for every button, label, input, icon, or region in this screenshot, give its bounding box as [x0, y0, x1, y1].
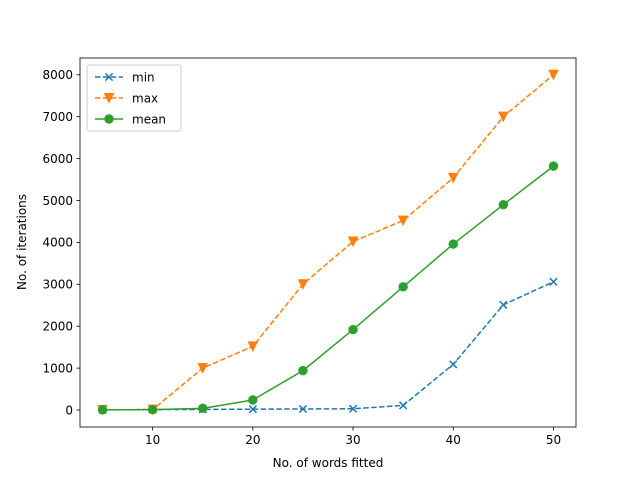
- x-tick-label: 20: [245, 433, 260, 447]
- y-tick-label: 6000: [42, 152, 73, 166]
- data-point-max: [347, 236, 359, 248]
- data-point-max: [297, 279, 309, 290]
- series-mean: [97, 161, 559, 415]
- data-point-max: [447, 172, 459, 184]
- data-point-min: [499, 300, 508, 309]
- x-axis-label: No. of words fitted: [273, 456, 384, 470]
- axes: 10 20 30 40 50 0 1000 2000 3000 4000 5000 6000 7000 8…: [42, 57, 577, 447]
- data-point-mean: [448, 239, 458, 249]
- y-tick-label: 3000: [42, 278, 73, 292]
- y-tick-label: 7000: [42, 110, 73, 124]
- legend-marker: [104, 72, 114, 82]
- x-tick-label: 50: [546, 433, 561, 447]
- legend-entry-mean: mean: [95, 112, 166, 126]
- data-point-mean: [398, 282, 408, 292]
- legend-label: mean: [132, 112, 166, 126]
- legend-box: [86, 64, 182, 132]
- data-point-max: [197, 363, 209, 374]
- x-tick-label: 10: [145, 433, 160, 447]
- legend-marker: [103, 93, 115, 104]
- x-tick-label: 40: [446, 433, 461, 447]
- data-point-mean: [97, 405, 108, 415]
- y-tick-label: 4000: [42, 236, 73, 250]
- data-point-mean: [298, 365, 308, 376]
- data-point-max: [548, 69, 559, 81]
- data-point-min: [298, 404, 308, 414]
- data-point-mean: [548, 161, 559, 171]
- data-point-max: [247, 341, 259, 352]
- legend-label: min: [132, 70, 155, 84]
- data-point-min: [549, 277, 558, 286]
- data-point-min: [399, 401, 408, 410]
- y-tick-label: 8000: [42, 68, 73, 82]
- legend-marker: [104, 114, 114, 124]
- legend: min max mean: [86, 64, 182, 132]
- data-point-min: [348, 404, 358, 413]
- series-max: [97, 69, 559, 416]
- legend-label: max: [132, 91, 158, 105]
- data-point-mean: [348, 324, 358, 335]
- data-point-min: [248, 405, 257, 414]
- plot-area: [97, 69, 559, 416]
- data-point-mean: [248, 395, 258, 405]
- series-line-mean: [102, 165, 554, 411]
- data-point-mean: [498, 199, 509, 210]
- x-tick-label: 30: [345, 433, 360, 447]
- data-point-min: [449, 360, 458, 369]
- y-tick-label: 5000: [42, 194, 73, 208]
- legend-entry-min: min: [95, 70, 155, 84]
- legend-entry-max: max: [95, 91, 158, 105]
- data-point-max: [397, 215, 409, 227]
- y-tick-label: 0: [65, 403, 73, 417]
- y-tick-label: 2000: [42, 320, 73, 334]
- y-tick-label: 1000: [42, 361, 73, 375]
- y-axis-label: No. of iterations: [15, 194, 29, 290]
- data-point-mean: [147, 404, 158, 415]
- series-line-max: [102, 74, 554, 411]
- data-point-mean: [198, 403, 208, 414]
- data-point-max: [498, 111, 509, 123]
